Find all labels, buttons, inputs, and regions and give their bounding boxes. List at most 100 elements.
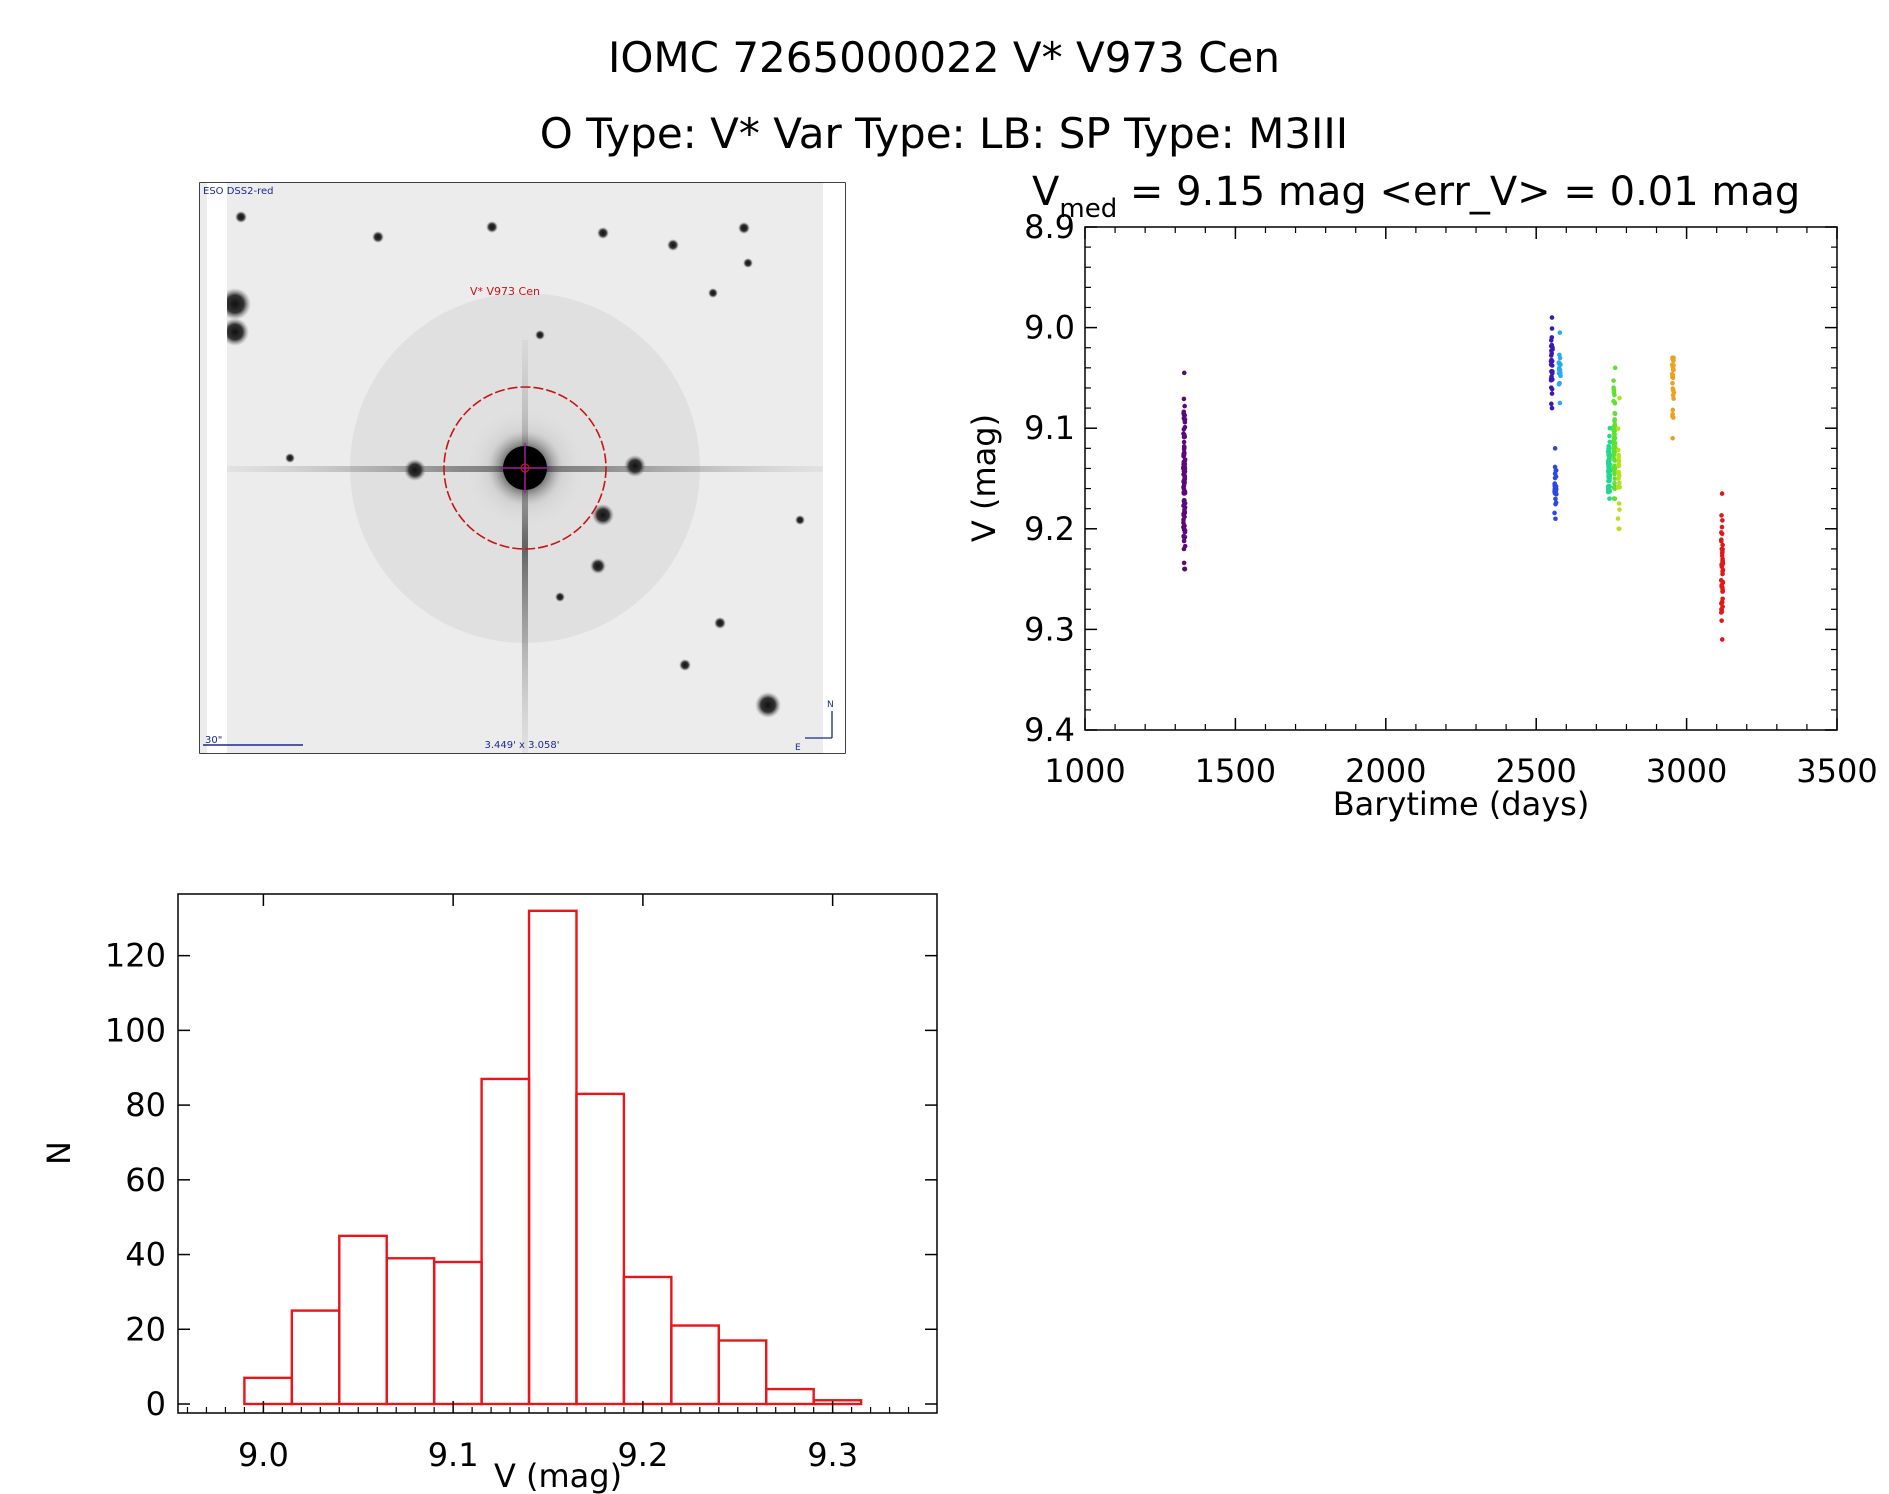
light-curve-xtick-label: 2000	[1345, 752, 1426, 790]
light-curve-point	[1671, 362, 1676, 368]
light-curve-point	[1182, 543, 1188, 549]
light-curve-point	[1181, 410, 1186, 416]
histogram-bar	[527, 909, 578, 1406]
light-curve-point	[1552, 510, 1557, 516]
light-curve-point	[1606, 444, 1612, 449]
histogram-ytick-label: 40	[125, 1236, 166, 1274]
histogram-bars	[243, 909, 863, 1406]
light-curve-point	[1616, 483, 1622, 489]
light-curve-point	[1720, 518, 1725, 523]
light-curve-title-sub: med	[1059, 194, 1117, 224]
compass-north: N	[827, 700, 834, 710]
light-curve-point	[1617, 395, 1622, 401]
light-curve-point	[1719, 600, 1725, 605]
histogram-bar	[622, 1275, 673, 1406]
survey-label: ESO DSS2-red	[203, 186, 273, 197]
light-curve-point	[1670, 380, 1675, 386]
light-curve-point	[1611, 378, 1616, 383]
histogram-ytick-label: 20	[125, 1310, 166, 1348]
light-curve-point	[1719, 563, 1725, 568]
light-curve-point	[1616, 458, 1622, 464]
light-curve-point	[1181, 483, 1187, 488]
histogram-bar	[243, 1376, 294, 1406]
light-curve-point	[1612, 463, 1617, 469]
light-curve-chart: Vmed = 9.15 mag <err_V> = 0.01 mag 1000 1…	[965, 169, 1878, 823]
histogram-chart: 9.0 9.1 9.2 9.3 0 20 40 60 80 100 120 V (mag) N	[40, 893, 938, 1494]
light-curve-point	[1607, 496, 1612, 501]
light-curve-point	[1611, 452, 1617, 458]
light-curve-ytick-label: 9.4	[1024, 711, 1075, 749]
light-curve-point	[1671, 355, 1676, 361]
light-curve-point	[1548, 358, 1554, 364]
light-curve-point	[1718, 610, 1724, 615]
light-curve-point	[1552, 489, 1557, 495]
light-curve-point	[1612, 481, 1617, 486]
light-curve-point	[1612, 496, 1618, 501]
light-curve-point	[1557, 330, 1563, 335]
histogram-xlabel: V (mag)	[494, 1457, 622, 1494]
light-curve-point	[1611, 456, 1617, 462]
light-curve-point	[1607, 425, 1613, 431]
light-curve-point	[1552, 481, 1558, 486]
histogram-xtick-label: 9.0	[238, 1436, 289, 1474]
light-curve-ytick-label: 9.1	[1024, 409, 1075, 447]
histogram-bar	[480, 1077, 531, 1406]
light-curve-point	[1669, 371, 1675, 377]
light-curve-point	[1553, 496, 1558, 502]
light-curve-point	[1553, 516, 1558, 522]
light-curve-xtick-label: 2500	[1495, 752, 1576, 790]
light-curve-point	[1719, 553, 1725, 558]
light-curve-point	[1611, 387, 1617, 393]
light-curve-point	[1615, 426, 1621, 431]
light-curve-point	[1181, 461, 1187, 466]
light-curve-point	[1549, 326, 1555, 331]
light-curve-point	[1612, 365, 1618, 371]
histogram-ytick-label: 120	[105, 937, 166, 975]
light-curve-point	[1670, 386, 1676, 391]
light-curve-point	[1612, 417, 1617, 422]
light-curve-ytick-label: 8.9	[1024, 208, 1075, 246]
histogram-bar	[670, 1324, 720, 1406]
light-curve-point	[1549, 401, 1554, 407]
histogram-bar	[765, 1387, 815, 1406]
light-curve-point	[1181, 439, 1187, 445]
light-curve-point	[1719, 637, 1725, 642]
light-curve-ytick-label: 9.0	[1024, 309, 1075, 347]
light-curve-point	[1553, 468, 1559, 473]
light-curve-point	[1549, 335, 1555, 340]
light-curve-point	[1181, 427, 1187, 432]
light-curve-point	[1611, 398, 1616, 404]
light-curve-xtick-label: 3000	[1646, 752, 1727, 790]
light-curve-point	[1182, 474, 1188, 479]
target-aperture-circle	[443, 386, 607, 550]
histogram-bar	[385, 1257, 436, 1406]
light-curve-point	[1606, 489, 1612, 494]
histogram-xtick-label: 9.3	[807, 1436, 858, 1474]
light-curve-point	[1720, 542, 1725, 548]
light-curve-point	[1549, 371, 1555, 376]
light-curve-point	[1605, 483, 1611, 489]
light-curve-point	[1670, 435, 1675, 441]
light-curve-point	[1548, 343, 1554, 349]
light-curve-point	[1181, 486, 1187, 492]
light-curve-point	[1557, 400, 1563, 406]
light-curve-xlabel: Barytime (days)	[1333, 785, 1590, 823]
light-curve-point	[1548, 376, 1554, 381]
light-curve-point	[1616, 447, 1621, 453]
light-curve-point	[1549, 391, 1555, 396]
light-curve-point	[1557, 380, 1562, 386]
light-curve-point	[1549, 315, 1555, 320]
light-curve-ytick-label: 9.3	[1024, 610, 1075, 648]
light-curve-point	[1720, 584, 1725, 590]
light-curve-point	[1181, 497, 1187, 503]
histogram-ylabel: N	[40, 1141, 78, 1165]
light-curve-point	[1670, 411, 1675, 417]
light-curve-point	[1182, 566, 1188, 572]
histogram-ytick-label: 60	[125, 1161, 166, 1199]
light-curve-ytick-label: 9.2	[1024, 510, 1075, 548]
light-curve-point	[1181, 560, 1187, 566]
light-curve-point	[1719, 513, 1724, 518]
light-curve-point	[1181, 454, 1186, 459]
histogram-xtick-label: 9.1	[428, 1436, 479, 1474]
